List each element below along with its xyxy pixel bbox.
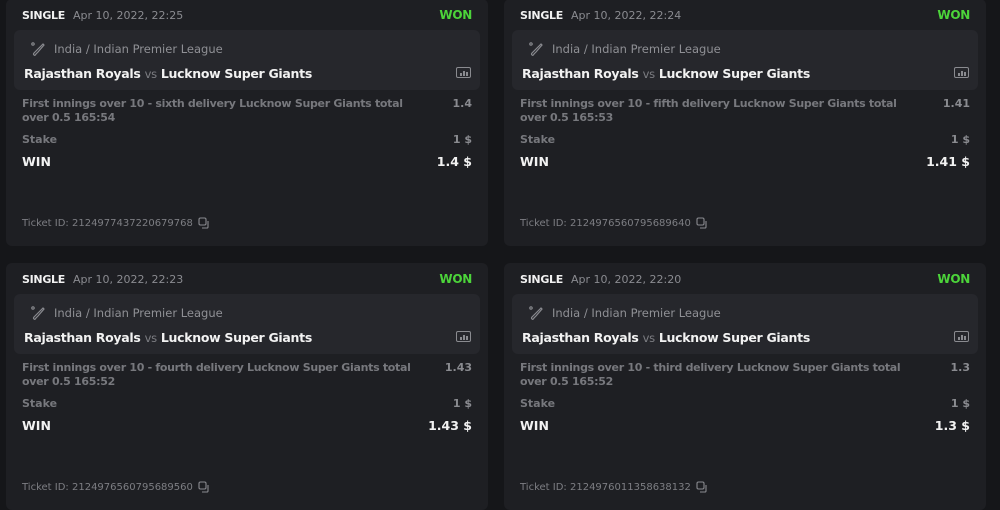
cricket-bat-icon [31,306,45,320]
bet-date: Apr 10, 2022, 22:20 [570,272,682,286]
stats-icon[interactable] [954,331,969,342]
match-teams: Rajasthan Royals vs Lucknow Super Giants [24,330,312,345]
copy-icon[interactable] [198,217,210,229]
market-description: First innings over 10 - fourth delivery … [22,361,411,388]
league-name: India / Indian Premier League [552,306,721,320]
league: India / Indian Premier League [30,305,223,321]
ticket-number: 2124977437220679768 [71,217,193,229]
bet-header: SINGLE Apr 10, 2022, 22:25 WON [22,7,472,23]
league-name: India / Indian Premier League [54,42,223,56]
stake-value: 1 $ [452,397,472,410]
odds-value: 1.41 [942,97,970,110]
stake-value: 1 $ [452,133,472,146]
vs-label: vs [642,331,656,345]
ticket-label: Ticket ID: [22,217,69,229]
vs-label: vs [642,67,656,81]
match-teams: Rajasthan Royals vs Lucknow Super Giants [522,330,810,345]
ticket-id: Ticket ID: 2124976011358638132 [520,481,708,493]
copy-icon[interactable] [696,217,708,229]
cricket-bat-icon [529,306,543,320]
stats-icon[interactable] [954,67,969,78]
event-box[interactable]: India / Indian Premier League Rajasthan … [14,30,480,90]
market-description: First innings over 10 - sixth delivery L… [22,97,403,124]
home-team: Rajasthan Royals [24,66,141,81]
cricket-bat-icon [31,42,45,56]
home-team: Rajasthan Royals [522,330,639,345]
ticket-id: Ticket ID: 2124976560795689560 [22,481,210,493]
event-box[interactable]: India / Indian Premier League Rajasthan … [14,294,480,354]
league: India / Indian Premier League [528,41,721,57]
market-description: First innings over 10 - third delivery L… [520,361,901,388]
market-description: First innings over 10 - fifth delivery L… [520,97,897,124]
bet-date: Apr 10, 2022, 22:23 [72,272,184,286]
status-badge: WON [937,8,970,22]
bet-type: SINGLE [22,8,65,22]
stats-icon[interactable] [456,67,471,78]
ticket-label: Ticket ID: [22,481,69,493]
copy-icon[interactable] [198,481,210,493]
home-team: Rajasthan Royals [522,66,639,81]
away-team: Lucknow Super Giants [160,330,312,345]
bet-type: SINGLE [520,272,563,286]
match-teams: Rajasthan Royals vs Lucknow Super Giants [522,66,810,81]
vs-label: vs [144,331,158,345]
away-team: Lucknow Super Giants [658,66,810,81]
ticket-id: Ticket ID: 2124976560795689640 [520,217,708,229]
win-label: WIN [22,418,51,433]
ticket-number: 2124976560795689560 [71,481,193,493]
win-value: 1.4 $ [436,154,472,169]
vs-label: vs [144,67,158,81]
stake-label: Stake [520,133,556,146]
bet-header: SINGLE Apr 10, 2022, 22:23 WON [22,271,472,287]
ticket-number: 2124976560795689640 [569,217,691,229]
win-label: WIN [520,418,549,433]
bet-date: Apr 10, 2022, 22:25 [72,8,184,22]
copy-icon[interactable] [696,481,708,493]
away-team: Lucknow Super Giants [160,66,312,81]
stats-icon[interactable] [456,331,471,342]
bet-card[interactable]: SINGLE Apr 10, 2022, 22:23 WON India / I… [6,263,488,510]
bet-type: SINGLE [520,8,563,22]
away-team: Lucknow Super Giants [658,330,810,345]
bet-header: SINGLE Apr 10, 2022, 22:24 WON [520,7,970,23]
ticket-label: Ticket ID: [520,481,567,493]
bet-header: SINGLE Apr 10, 2022, 22:20 WON [520,271,970,287]
stake-value: 1 $ [950,397,970,410]
league: India / Indian Premier League [528,305,721,321]
stake-label: Stake [22,133,58,146]
win-label: WIN [22,154,51,169]
stake-label: Stake [22,397,58,410]
win-label: WIN [520,154,549,169]
bet-card[interactable]: SINGLE Apr 10, 2022, 22:25 WON India / I… [6,0,488,246]
odds-value: 1.3 [950,361,971,374]
league: India / Indian Premier League [30,41,223,57]
odds-value: 1.4 [452,97,473,110]
league-name: India / Indian Premier League [54,306,223,320]
win-value: 1.43 $ [428,418,472,433]
ticket-label: Ticket ID: [520,217,567,229]
match-teams: Rajasthan Royals vs Lucknow Super Giants [24,66,312,81]
cricket-bat-icon [529,42,543,56]
bet-card[interactable]: SINGLE Apr 10, 2022, 22:24 WON India / I… [504,0,986,246]
status-badge: WON [937,272,970,286]
bet-type: SINGLE [22,272,65,286]
event-box[interactable]: India / Indian Premier League Rajasthan … [512,30,978,90]
league-name: India / Indian Premier League [552,42,721,56]
win-value: 1.41 $ [926,154,970,169]
bet-date: Apr 10, 2022, 22:24 [570,8,682,22]
odds-value: 1.43 [444,361,472,374]
ticket-id: Ticket ID: 2124977437220679768 [22,217,210,229]
stake-value: 1 $ [950,133,970,146]
home-team: Rajasthan Royals [24,330,141,345]
status-badge: WON [439,272,472,286]
bet-card[interactable]: SINGLE Apr 10, 2022, 22:20 WON India / I… [504,263,986,510]
event-box[interactable]: India / Indian Premier League Rajasthan … [512,294,978,354]
stake-label: Stake [520,397,556,410]
ticket-number: 2124976011358638132 [569,481,691,493]
win-value: 1.3 $ [934,418,970,433]
status-badge: WON [439,8,472,22]
